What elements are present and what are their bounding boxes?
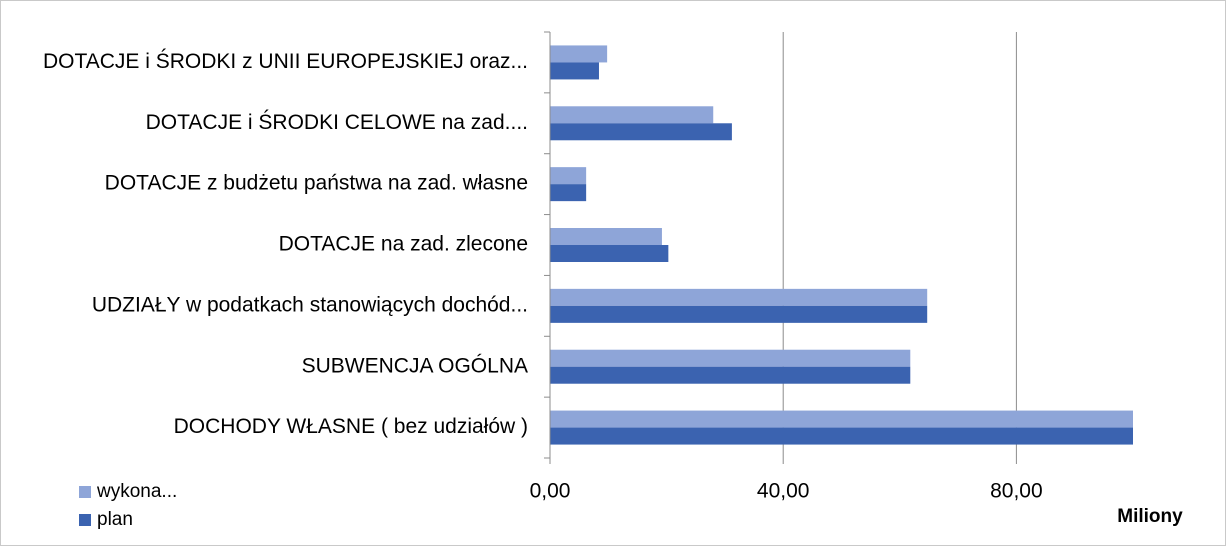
y-tick-label: DOTACJE i ŚRODKI z UNII EUROPEJSKIEJ ora…	[43, 49, 528, 73]
x-tick-label: 80,00	[990, 480, 1043, 503]
y-tick-label: UDZIAŁY w podatkach stanowiących dochód.…	[92, 293, 528, 316]
y-tick-label: DOTACJE z budżetu państwa na zad. własne	[105, 172, 528, 195]
bar	[550, 410, 1133, 428]
y-tick-label: SUBWENCJA OGÓLNA	[302, 354, 528, 377]
x-axis-label: Miliony	[1117, 506, 1183, 527]
y-tick-label: DOTACJE i ŚRODKI CELOWE na zad....	[146, 110, 528, 134]
bar	[550, 245, 669, 262]
y-tick-label: DOTACJE na zad. zlecone	[279, 233, 528, 256]
bar	[550, 228, 662, 245]
bar	[550, 288, 928, 306]
bar	[550, 62, 599, 80]
legend-label: wykona...	[96, 481, 177, 502]
bar	[550, 305, 928, 323]
bar	[550, 167, 587, 185]
legend-swatch	[79, 514, 91, 526]
bar	[550, 349, 911, 367]
legend-label: plan	[97, 509, 133, 530]
bar	[550, 123, 732, 141]
bar	[550, 427, 1133, 445]
bar	[550, 45, 608, 63]
bar	[550, 366, 911, 384]
bar	[550, 106, 714, 124]
bar	[550, 184, 587, 202]
x-tick-label: 0,00	[530, 480, 571, 503]
y-tick-label: DOCHODY WŁASNE ( bez udziałów )	[174, 415, 528, 438]
legend-swatch	[79, 486, 91, 498]
x-tick-label: 40,00	[757, 480, 810, 503]
